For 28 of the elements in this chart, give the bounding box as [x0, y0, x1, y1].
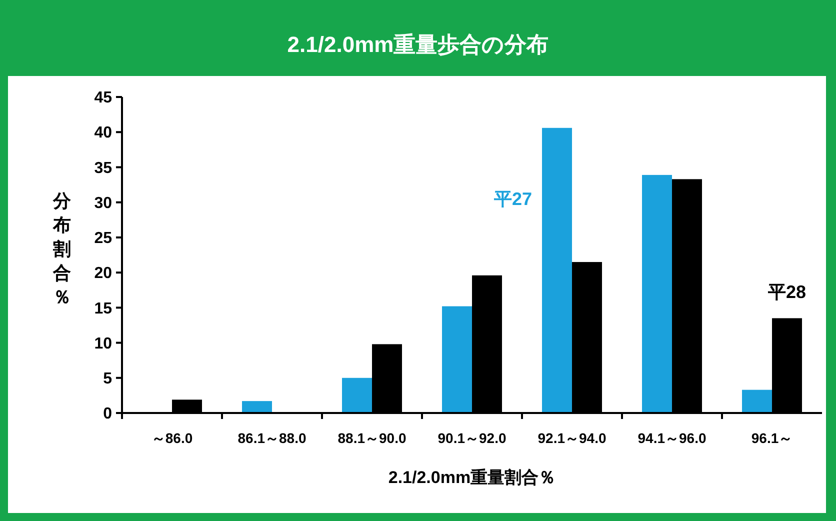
x-tick-label: 90.1～92.0 — [438, 430, 506, 446]
x-tick-label: 86.1～88.0 — [238, 430, 306, 446]
bar — [242, 401, 272, 413]
x-axis-title: 2.1/2.0mm重量割合％ — [388, 468, 556, 487]
x-tick-label: 88.1～90.0 — [338, 430, 406, 446]
y-tick-label: 15 — [94, 300, 112, 318]
y-tick-label: 30 — [94, 194, 112, 212]
y-tick-label: 0 — [103, 406, 112, 423]
y-tick-label: 20 — [94, 265, 112, 282]
y-tick-label: 45 — [94, 90, 112, 107]
bar — [642, 174, 672, 413]
y-axis-title: 分布割合％ — [52, 191, 72, 307]
x-tick-label: 96.1～ — [751, 430, 793, 446]
x-tick-label: ～86.0 — [151, 430, 193, 446]
x-tick-label: 94.1～96.0 — [638, 430, 706, 446]
bar — [342, 378, 372, 413]
x-tick-label: 92.1～94.0 — [538, 430, 606, 446]
chart-title: 2.1/2.0mm重量歩合の分布 — [287, 32, 549, 57]
bar — [542, 128, 572, 413]
bar — [742, 390, 772, 413]
series-label: 平27 — [492, 188, 532, 209]
y-tick-label: 25 — [94, 230, 112, 248]
bar — [442, 306, 472, 413]
y-tick-label: 35 — [94, 160, 112, 177]
series-label: 平28 — [766, 282, 806, 302]
y-tick-label: 5 — [103, 370, 112, 388]
y-tick-label: 10 — [94, 335, 112, 352]
y-tick-label: 40 — [94, 124, 112, 142]
